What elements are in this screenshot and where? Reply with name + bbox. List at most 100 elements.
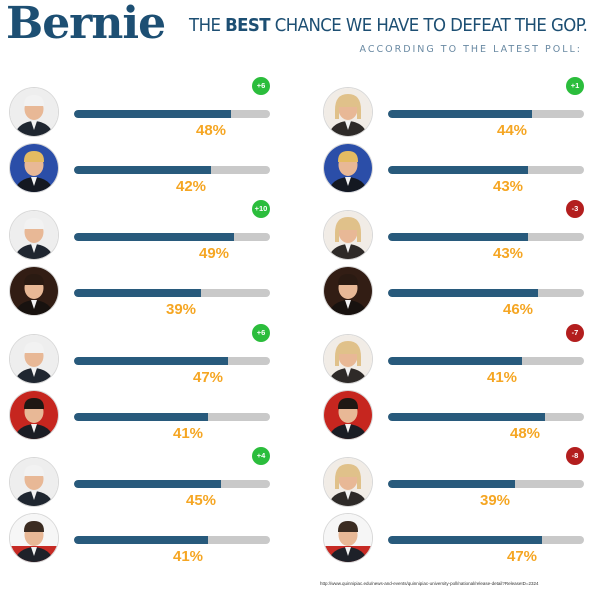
bernie-avatar bbox=[10, 88, 58, 136]
bar-track bbox=[74, 289, 270, 297]
bernie-avatar bbox=[10, 335, 58, 383]
percent-label: 39% bbox=[165, 301, 197, 318]
bar-fill bbox=[388, 166, 528, 174]
bar-track bbox=[74, 480, 270, 488]
candidate-row: 42% bbox=[10, 140, 280, 196]
bar-fill bbox=[74, 110, 231, 118]
bar-track bbox=[74, 536, 270, 544]
candidate-row: 43% bbox=[324, 140, 594, 196]
bar-track bbox=[74, 233, 270, 241]
bar-track bbox=[74, 357, 270, 365]
candidate-row: 48% bbox=[10, 84, 280, 140]
percent-label: 48% bbox=[509, 425, 541, 442]
bar-fill bbox=[74, 289, 201, 297]
candidate-row: 46% bbox=[324, 263, 594, 319]
rubio-avatar bbox=[10, 391, 58, 439]
matchup-left-4: +4 45% 41% bbox=[10, 447, 280, 572]
bar-track bbox=[388, 110, 584, 118]
rubio-avatar bbox=[324, 391, 372, 439]
lead-badge: -7 bbox=[566, 324, 584, 342]
matchup-right-2: -3 43% 46% bbox=[324, 200, 594, 325]
bar-fill bbox=[388, 289, 538, 297]
bar-fill bbox=[74, 357, 228, 365]
lead-badge: -3 bbox=[566, 200, 584, 218]
subtagline: ACCORDING TO THE LATEST POLL: bbox=[359, 44, 582, 55]
lead-badge: +6 bbox=[252, 77, 270, 95]
brand-logo: Bernie bbox=[6, 0, 166, 49]
kasich-avatar bbox=[10, 514, 58, 562]
trump-avatar bbox=[10, 144, 58, 192]
kasich-avatar bbox=[324, 514, 372, 562]
matchup-right-4: -8 39% 47% bbox=[324, 447, 594, 572]
percent-label: 41% bbox=[172, 548, 204, 565]
bar-fill bbox=[74, 480, 221, 488]
percent-label: 45% bbox=[185, 492, 217, 509]
lead-badge: +4 bbox=[252, 447, 270, 465]
lead-badge: +1 bbox=[566, 77, 584, 95]
bar-track bbox=[388, 480, 584, 488]
lead-badge: +6 bbox=[252, 324, 270, 342]
trump-avatar bbox=[324, 144, 372, 192]
bar-fill bbox=[388, 480, 515, 488]
candidate-row: 43% bbox=[324, 207, 594, 263]
cruz-avatar bbox=[324, 267, 372, 315]
bar-fill bbox=[74, 233, 234, 241]
candidate-row: 39% bbox=[324, 454, 594, 510]
matchup-left-2: +10 49% 39% bbox=[10, 200, 280, 325]
bar-fill bbox=[388, 413, 545, 421]
candidate-row: 49% bbox=[10, 207, 280, 263]
bar-track bbox=[388, 166, 584, 174]
hillary-avatar bbox=[324, 211, 372, 259]
matchup-right-1: +1 44% 43% bbox=[324, 77, 594, 202]
candidate-row: 48% bbox=[324, 387, 594, 443]
percent-label: 41% bbox=[486, 369, 518, 386]
bar-track bbox=[74, 110, 270, 118]
candidate-row: 41% bbox=[10, 387, 280, 443]
bar-track bbox=[74, 166, 270, 174]
percent-label: 49% bbox=[198, 245, 230, 262]
bar-fill bbox=[388, 357, 522, 365]
tagline-post: CHANCE WE HAVE TO DEFEAT THE GOP. bbox=[270, 15, 588, 36]
matchup-left-3: +6 47% 41% bbox=[10, 324, 280, 449]
hillary-avatar bbox=[324, 335, 372, 383]
bar-fill bbox=[388, 536, 542, 544]
bar-fill bbox=[74, 413, 208, 421]
bar-track bbox=[388, 536, 584, 544]
candidate-row: 47% bbox=[10, 331, 280, 387]
percent-label: 41% bbox=[172, 425, 204, 442]
candidate-row: 44% bbox=[324, 84, 594, 140]
matchup-right-3: -7 41% 48% bbox=[324, 324, 594, 449]
percent-label: 42% bbox=[175, 178, 207, 195]
cruz-avatar bbox=[10, 267, 58, 315]
bar-fill bbox=[388, 110, 532, 118]
bar-track bbox=[388, 233, 584, 241]
lead-badge: +10 bbox=[252, 200, 270, 218]
candidate-row: 39% bbox=[10, 263, 280, 319]
matchup-left-1: +6 48% 42% bbox=[10, 77, 280, 202]
candidate-row: 45% bbox=[10, 454, 280, 510]
percent-label: 46% bbox=[502, 301, 534, 318]
candidate-row: 41% bbox=[10, 510, 280, 566]
percent-label: 39% bbox=[479, 492, 511, 509]
candidate-row: 41% bbox=[324, 331, 594, 387]
bar-fill bbox=[388, 233, 528, 241]
bernie-avatar bbox=[10, 458, 58, 506]
bar-fill bbox=[74, 536, 208, 544]
percent-label: 47% bbox=[192, 369, 224, 386]
percent-label: 44% bbox=[496, 122, 528, 139]
bernie-avatar bbox=[10, 211, 58, 259]
bar-track bbox=[388, 357, 584, 365]
source-url: http://www.quinnipiac.edu/news-and-event… bbox=[320, 581, 539, 586]
bar-fill bbox=[74, 166, 211, 174]
candidate-row: 47% bbox=[324, 510, 594, 566]
header: Bernie THE BEST CHANCE WE HAVE TO DEFEAT… bbox=[6, 0, 596, 70]
tagline-pre: THE bbox=[189, 15, 226, 36]
percent-label: 43% bbox=[492, 245, 524, 262]
tagline-bold: BEST bbox=[225, 15, 271, 36]
lead-badge: -8 bbox=[566, 447, 584, 465]
bar-track bbox=[388, 413, 584, 421]
hillary-avatar bbox=[324, 88, 372, 136]
bar-track bbox=[74, 413, 270, 421]
percent-label: 43% bbox=[492, 178, 524, 195]
hillary-avatar bbox=[324, 458, 372, 506]
